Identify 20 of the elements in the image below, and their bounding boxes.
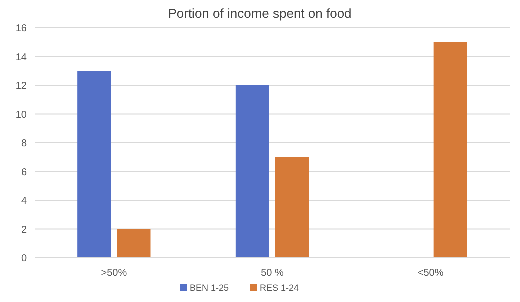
y-tick-label: 0	[21, 254, 28, 264]
bar	[236, 86, 270, 258]
bar	[117, 229, 151, 258]
y-tick-label: 2	[21, 224, 28, 236]
bar	[434, 42, 468, 258]
y-tick-label: 8	[21, 138, 28, 150]
x-tick-label: >50%	[101, 268, 128, 279]
y-tick-label: 16	[16, 24, 28, 34]
bar	[276, 157, 310, 258]
x-tick-label: 50 %	[261, 268, 284, 279]
y-tick-label: 6	[21, 167, 28, 178]
y-tick-label: 12	[16, 81, 28, 92]
x-tick-label: <50%	[418, 268, 444, 279]
y-tick-label: 4	[21, 196, 28, 207]
legend-label: BEN 1-25	[190, 283, 230, 293]
y-tick-label: 14	[16, 52, 28, 64]
bar	[78, 71, 112, 258]
y-tick-label: 10	[16, 110, 28, 121]
legend-label: RES 1-24	[260, 283, 300, 293]
chart-title: Portion of income spent on food	[168, 6, 352, 21]
